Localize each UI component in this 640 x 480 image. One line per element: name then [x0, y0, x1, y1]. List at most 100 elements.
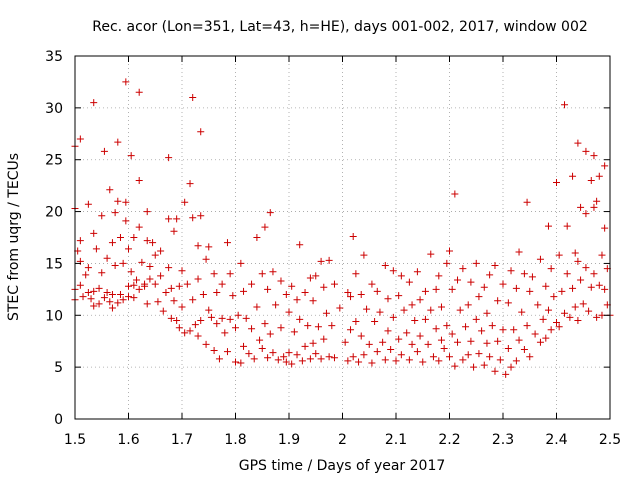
- data-point: [223, 239, 231, 247]
- data-point: [125, 245, 132, 253]
- data-point: [167, 284, 175, 292]
- data-point: [84, 200, 92, 208]
- data-point: [122, 217, 130, 225]
- data-point: [288, 282, 296, 290]
- data-point: [87, 295, 95, 303]
- axis-ticks: 1.5 1.6 1.7 1.8 1.9 2 2.1 2.2 2.3 2.4 2.5 0 5 10 15 20 2…: [45, 49, 621, 448]
- data-point: [379, 338, 387, 346]
- data-point: [234, 311, 242, 319]
- data-point: [595, 281, 603, 289]
- data-point: [322, 309, 330, 317]
- data-point: [577, 276, 585, 284]
- data-point: [133, 276, 141, 284]
- data-point: [499, 280, 507, 288]
- data-point: [306, 355, 314, 363]
- data-point: [392, 357, 400, 365]
- data-point: [590, 152, 598, 160]
- data-point: [114, 138, 122, 146]
- data-point: [486, 271, 494, 279]
- data-point: [191, 321, 199, 329]
- data-point: [103, 288, 111, 296]
- data-point: [197, 128, 205, 136]
- data-point: [76, 135, 84, 143]
- data-point: [579, 300, 587, 308]
- data-point: [84, 264, 92, 272]
- data-point: [352, 318, 360, 326]
- data-point: [504, 299, 512, 307]
- data-point: [561, 101, 569, 109]
- data-point: [365, 340, 373, 348]
- data-point: [197, 212, 205, 220]
- data-point: [108, 304, 116, 312]
- data-point: [555, 251, 563, 259]
- data-point: [368, 359, 376, 367]
- data-point: [555, 323, 563, 331]
- data-point: [539, 315, 547, 323]
- data-point: [290, 328, 298, 336]
- data-point: [90, 302, 98, 310]
- data-point: [301, 288, 309, 296]
- data-point: [143, 208, 151, 216]
- data-point: [135, 285, 143, 293]
- data-point: [499, 326, 507, 334]
- data-point: [226, 315, 234, 323]
- data-point: [173, 215, 181, 223]
- data-point: [170, 227, 178, 235]
- data-point: [446, 353, 453, 361]
- data-point: [534, 301, 542, 309]
- data-point: [114, 197, 122, 205]
- data-point: [448, 285, 456, 293]
- data-point: [536, 338, 544, 346]
- data-point: [544, 222, 552, 230]
- data-point: [553, 319, 560, 327]
- data-point: [213, 320, 221, 328]
- data-point: [175, 324, 183, 332]
- data-point: [312, 350, 320, 358]
- data-point: [510, 326, 518, 334]
- data-point: [601, 162, 609, 170]
- data-point: [598, 251, 606, 259]
- data-point: [347, 293, 355, 301]
- data-point: [277, 324, 285, 332]
- y-tick-label: 10: [45, 308, 63, 324]
- data-point: [103, 254, 111, 262]
- data-point: [111, 262, 119, 270]
- data-point: [143, 300, 151, 308]
- data-point: [542, 334, 550, 342]
- data-point: [146, 263, 154, 271]
- data-point: [210, 347, 218, 355]
- data-point: [330, 354, 338, 362]
- data-point: [360, 351, 368, 359]
- data-point: [504, 344, 512, 352]
- data-point: [146, 275, 154, 283]
- data-point: [483, 339, 491, 347]
- data-point: [518, 308, 526, 316]
- data-point: [258, 344, 266, 352]
- data-point: [355, 358, 363, 366]
- data-point: [475, 293, 483, 301]
- x-axis-label: GPS time / Days of year 2017: [239, 458, 446, 474]
- data-point: [507, 363, 515, 371]
- data-point: [512, 357, 520, 365]
- data-point: [432, 325, 440, 333]
- data-point: [523, 198, 531, 206]
- data-point: [170, 297, 178, 305]
- data-point: [317, 257, 325, 265]
- data-point: [149, 239, 157, 247]
- data-point: [221, 329, 229, 337]
- data-point: [336, 304, 344, 312]
- data-point: [371, 318, 379, 326]
- data-point: [178, 303, 186, 311]
- data-point: [553, 179, 560, 187]
- data-point: [601, 285, 609, 293]
- data-point: [587, 176, 595, 184]
- data-point: [95, 284, 103, 292]
- data-point: [240, 287, 248, 295]
- data-point: [293, 351, 301, 359]
- data-point: [114, 299, 122, 307]
- data-point: [411, 316, 419, 324]
- data-point: [488, 322, 496, 330]
- data-point: [197, 316, 205, 324]
- data-point: [448, 330, 456, 338]
- data-point: [264, 285, 272, 293]
